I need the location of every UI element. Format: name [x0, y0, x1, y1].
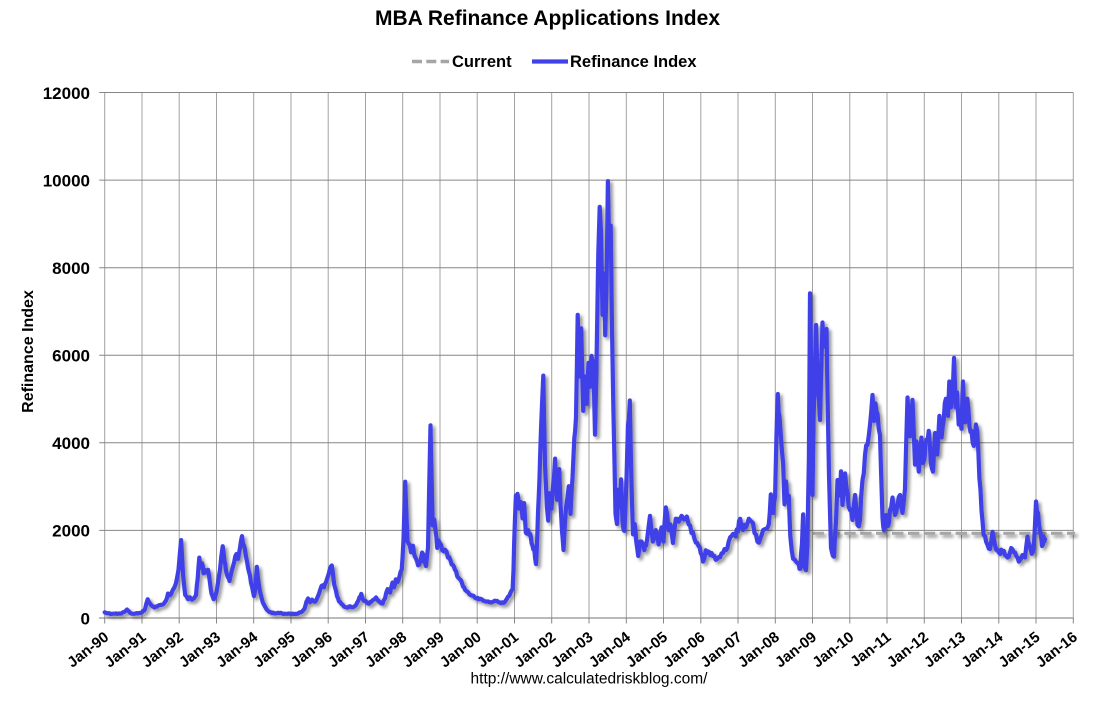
svg-text:10000: 10000 — [43, 171, 90, 190]
svg-text:Refinance Index: Refinance Index — [20, 290, 37, 413]
svg-text:4000: 4000 — [52, 434, 90, 453]
svg-text:MBA Refinance Applications Ind: MBA Refinance Applications Index — [375, 7, 720, 30]
svg-text:8000: 8000 — [52, 259, 90, 278]
svg-text:6000: 6000 — [52, 347, 90, 366]
svg-text:12000: 12000 — [43, 84, 90, 103]
svg-text:Refinance Index: Refinance Index — [570, 53, 697, 71]
svg-text:0: 0 — [81, 609, 90, 628]
svg-text:http://www.calculatedriskblog.: http://www.calculatedriskblog.com/ — [471, 671, 709, 688]
svg-text:2000: 2000 — [52, 522, 90, 541]
svg-text:Current: Current — [452, 53, 512, 71]
